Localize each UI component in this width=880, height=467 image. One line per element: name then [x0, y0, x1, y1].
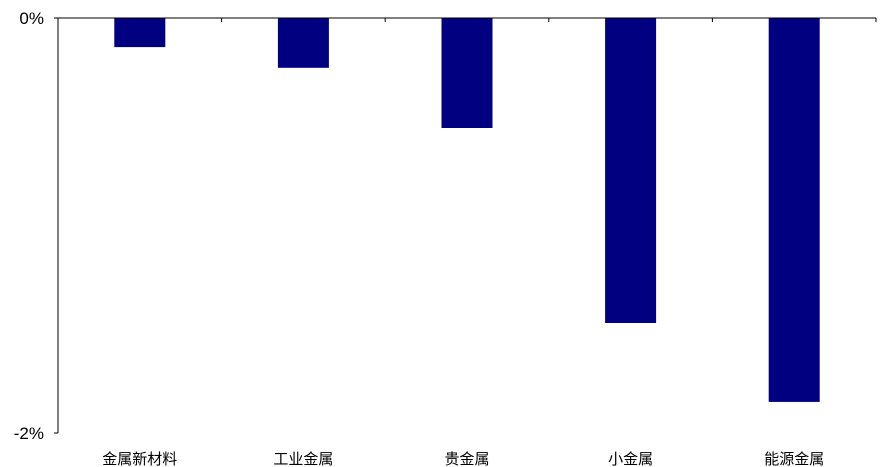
- category-label-3: 贵金属: [444, 450, 489, 467]
- bar-4: [605, 18, 657, 323]
- bars-group: [114, 18, 820, 402]
- bar-5: [768, 18, 820, 402]
- labels-group: 0% -2% 金属新材料 工业金属 贵金属 小金属 能源金属: [14, 9, 824, 467]
- y-tick-label-1: 0%: [19, 9, 44, 28]
- ticks-group: [54, 17, 877, 434]
- category-label-1: 金属新材料: [102, 450, 177, 467]
- category-label-2: 工业金属: [273, 450, 333, 467]
- bar-3: [441, 18, 493, 128]
- bar-1: [114, 18, 166, 48]
- axes-group: [57, 17, 876, 433]
- category-label-5: 能源金属: [764, 450, 824, 467]
- y-tick-label-2: -2%: [14, 424, 44, 443]
- category-label-4: 小金属: [608, 450, 653, 467]
- bar-2: [277, 18, 329, 68]
